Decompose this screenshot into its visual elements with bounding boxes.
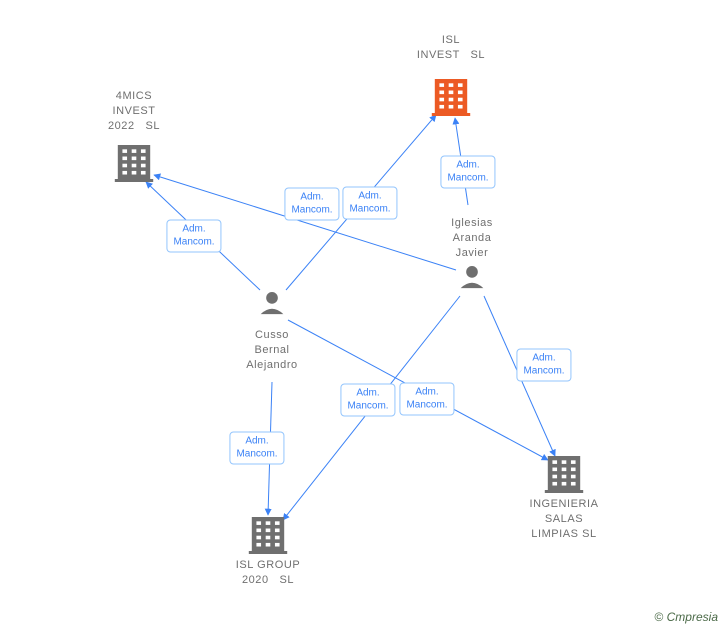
node-label-cusso: Cusso Bernal Alejandro <box>246 328 297 373</box>
edge-label-cusso_islinvest: Adm. Mancom. <box>342 187 397 220</box>
copyright-notice: © Cmpresia <box>654 610 718 624</box>
person-icon-cusso[interactable] <box>261 292 284 314</box>
edge-label-cusso_islgroup: Adm. Mancom. <box>229 432 284 465</box>
edge-label-iglesias_islinvest: Adm. Mancom. <box>440 156 495 189</box>
node-label-isl_invest: ISL INVEST SL <box>417 33 485 63</box>
edge-label-cusso_ingenieria: Adm. Mancom. <box>399 383 454 416</box>
node-label-ingenieria: INGENIERIA SALAS LIMPIAS SL <box>529 497 598 542</box>
person-icon-iglesias[interactable] <box>461 266 484 288</box>
edge-label-iglesias_4mics: Adm. Mancom. <box>284 188 339 221</box>
edge-label-iglesias_ingenieria: Adm. Mancom. <box>516 349 571 382</box>
building-icon-isl_group[interactable] <box>249 517 287 554</box>
node-label-iglesias: Iglesias Aranda Javier <box>451 216 493 261</box>
edge-label-iglesias_islgroup: Adm. Mancom. <box>340 384 395 417</box>
node-label-isl_group: ISL GROUP 2020 SL <box>236 558 300 588</box>
building-icon-mics_4[interactable] <box>115 145 153 182</box>
edge-label-cusso_4mics: Adm. Mancom. <box>166 220 221 253</box>
building-icon-isl_invest[interactable] <box>432 79 470 116</box>
node-label-mics_4: 4MICS INVEST 2022 SL <box>108 89 160 134</box>
building-icon-ingenieria[interactable] <box>545 456 583 493</box>
copyright-text: Cmpresia <box>667 610 718 624</box>
